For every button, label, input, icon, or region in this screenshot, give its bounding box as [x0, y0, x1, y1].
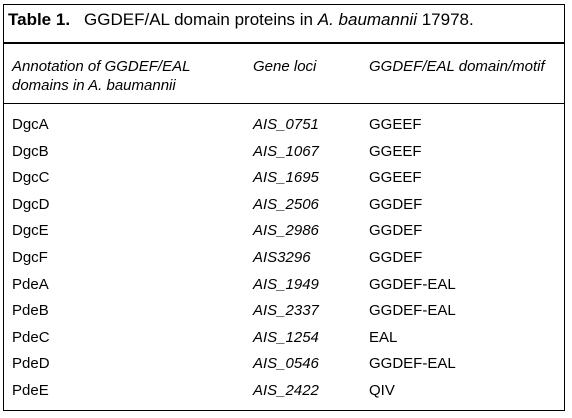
cell-domain-motif: GGDEF	[369, 195, 423, 213]
cell-domain-motif: EAL	[369, 328, 398, 346]
cell-annotation: PdeA	[12, 275, 49, 293]
cell-annotation: DgcF	[12, 249, 48, 266]
table-row: DgcF AIS3296 GGDEF	[0, 245, 562, 271]
table-caption-label: Table 1.	[8, 10, 71, 29]
cell-domain-motif: GGEEF	[369, 116, 422, 133]
table-row: DgcD AIS_2506 GGDEF	[0, 192, 562, 218]
column-header-annotation-line2: domains in A. baumannii	[12, 77, 176, 94]
cell-gene-locus: AIS_2422	[253, 382, 319, 399]
cell-domain-motif: GGEEF	[369, 169, 422, 187]
cell-annotation: DgcE	[12, 222, 49, 240]
cell-gene-locus: AIS_1695	[253, 169, 319, 187]
table-row: DgcE AIS_2986 GGDEF	[0, 218, 562, 244]
cell-annotation: PdeD	[12, 355, 50, 373]
cell-domain-motif: QIV	[369, 382, 395, 399]
cell-gene-locus: AIS_0751	[253, 116, 319, 133]
cell-annotation: PdeE	[12, 382, 49, 399]
cell-domain-motif: GGDEF-EAL	[369, 355, 456, 373]
cell-annotation: PdeC	[12, 328, 50, 346]
cell-gene-locus: AIS_2986	[253, 222, 319, 240]
cell-gene-locus: AIS_1067	[253, 142, 319, 160]
header-rule	[3, 103, 565, 104]
table-caption-strain: 17978.	[416, 10, 474, 29]
cell-annotation: DgcB	[12, 142, 49, 160]
table-caption-species: A. baumannii	[317, 10, 417, 29]
cell-annotation: PdeB	[12, 302, 49, 320]
cell-gene-locus: AIS_1949	[253, 275, 319, 293]
column-header-domain-motif: GGDEF/EAL domain/motif	[369, 58, 545, 75]
cell-domain-motif: GGDEF	[369, 249, 423, 266]
cell-gene-locus: AIS_0546	[253, 355, 319, 373]
cell-annotation: DgcA	[12, 116, 49, 133]
table-caption-text: GGDEF/AL domain proteins in	[84, 10, 318, 29]
cell-annotation: DgcC	[12, 169, 50, 187]
table-row: PdeC AIS_1254 EAL	[0, 325, 562, 351]
cell-gene-locus: AIS_2506	[253, 195, 319, 213]
cell-domain-motif: GGDEF-EAL	[369, 302, 456, 320]
column-header-annotation-line1: Annotation of GGDEF/EAL	[12, 58, 191, 75]
table-row: DgcB AIS_1067 GGEEF	[0, 139, 562, 165]
table-caption: Table 1. GGDEF/AL domain proteins in A. b…	[8, 10, 474, 30]
table-row: DgcA AIS_0751 GGEEF	[0, 112, 562, 138]
cell-gene-locus: AIS3296	[253, 249, 311, 266]
caption-rule	[3, 42, 565, 44]
table-row: PdeD AIS_0546 GGDEF-EAL	[0, 351, 562, 377]
cell-domain-motif: GGDEF-EAL	[369, 275, 456, 293]
cell-gene-locus: AIS_2337	[253, 302, 319, 320]
table-row: PdeB AIS_2337 GGDEF-EAL	[0, 298, 562, 324]
column-header-gene-loci: Gene loci	[253, 58, 317, 75]
cell-domain-motif: GGDEF	[369, 222, 423, 240]
table-row: PdeA AIS_1949 GGDEF-EAL	[0, 272, 562, 298]
table-frame	[3, 4, 565, 411]
cell-annotation: DgcD	[12, 195, 50, 213]
table-row: PdeE AIS_2422 QIV	[0, 378, 562, 404]
column-header-annotation: Annotation of GGDEF/EAL domains in A. ba…	[12, 57, 190, 95]
cell-gene-locus: AIS_1254	[253, 328, 319, 346]
cell-domain-motif: GGEEF	[369, 142, 422, 160]
table-row: DgcC AIS_1695 GGEEF	[0, 165, 562, 191]
